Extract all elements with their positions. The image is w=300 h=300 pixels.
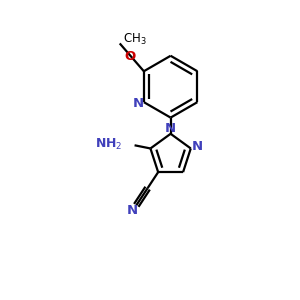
Text: CH$_3$: CH$_3$ — [123, 32, 146, 47]
Text: N: N — [164, 122, 175, 135]
Text: NH$_2$: NH$_2$ — [95, 137, 122, 152]
Text: O: O — [124, 50, 136, 63]
Text: N: N — [192, 140, 203, 154]
Text: N: N — [133, 97, 144, 110]
Text: N: N — [127, 204, 138, 217]
